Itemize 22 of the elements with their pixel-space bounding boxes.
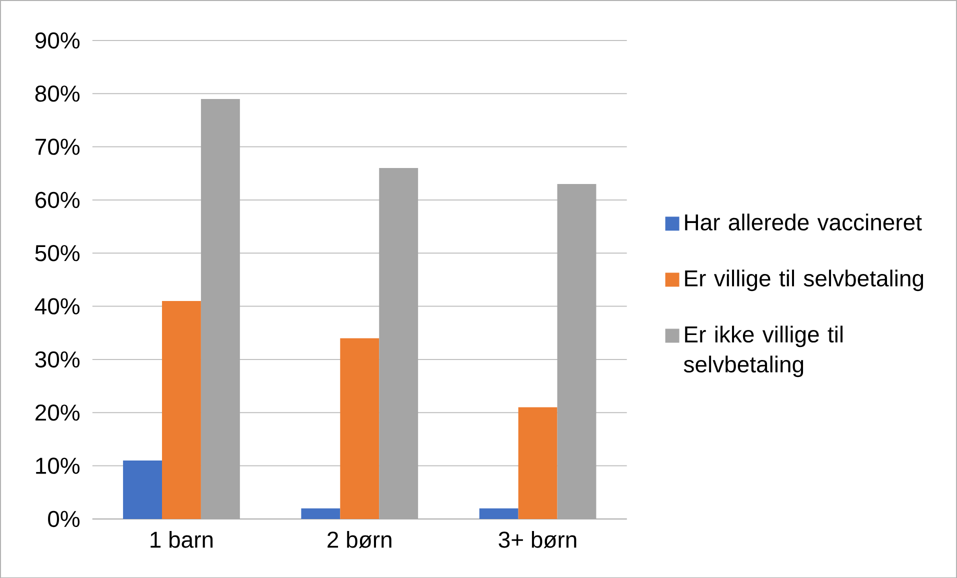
y-tick-label: 60% [36,192,80,208]
y-tick-label: 80% [35,85,80,102]
x-tick-label: 2 børn [328,530,392,548]
legend-label: Er villige til selvbetaling [685,269,924,291]
bar [162,300,201,519]
y-tick-label: 40% [34,298,80,314]
y-tick-label: 10% [36,457,80,474]
bar [479,508,518,519]
y-tick-label: 0% [48,510,80,527]
bar [301,508,340,519]
x-tick-label: 1 barn [150,530,213,548]
x-tick-label: 3+ børn [498,530,576,548]
y-tick-label: 20% [36,404,80,421]
y-tick-label: 70% [36,138,80,155]
bar [340,338,380,519]
legend-label: Har allerede vaccineret [685,213,922,230]
y-tick-label: 90% [35,32,80,48]
y-tick-label: 50% [35,244,80,262]
bar [123,460,162,519]
bar [518,407,558,519]
y-tick-label: 30% [35,351,80,368]
legend-label: Er ikke villige til selvbetaling [684,326,843,377]
